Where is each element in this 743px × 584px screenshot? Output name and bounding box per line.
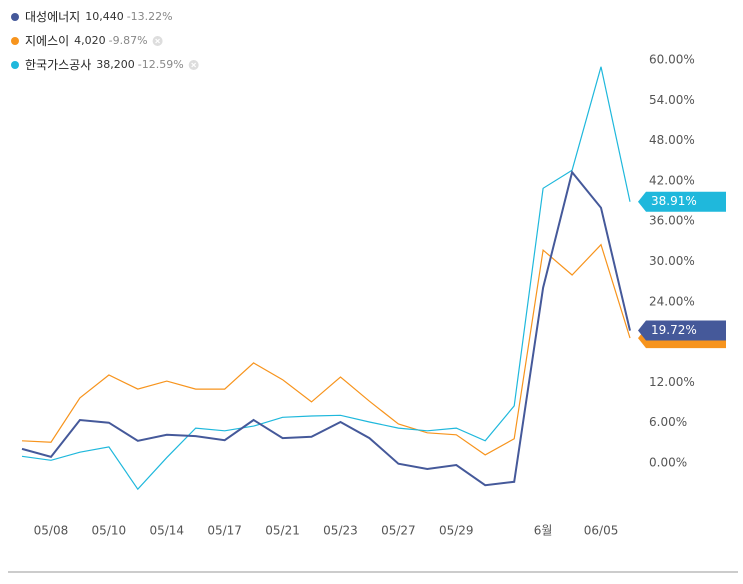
legend-name: 대성에너지 xyxy=(25,10,80,24)
y-tick-label: 42.00% xyxy=(649,173,695,187)
legend-change: -9.87% xyxy=(109,34,148,47)
x-tick-label: 05/10 xyxy=(92,524,127,538)
series-line xyxy=(21,243,631,456)
legend-entry: 지에스이 4,020 -9.87% xyxy=(25,34,148,48)
value-tag xyxy=(638,320,726,341)
legend-entry: 한국가스공사 38,200 -12.59% xyxy=(25,58,184,72)
x-tick-label: 05/23 xyxy=(323,524,358,538)
value-tag xyxy=(638,191,726,212)
legend-price: 10,440 xyxy=(85,10,124,23)
y-tick-label: 48.00% xyxy=(649,133,695,147)
y-tick-label: 12.00% xyxy=(649,375,695,389)
y-tick-label: 54.00% xyxy=(649,93,695,107)
x-tick-label: 05/14 xyxy=(149,524,184,538)
y-tick-label: 0.00% xyxy=(649,455,687,469)
x-tick-label: 05/08 xyxy=(34,524,69,538)
y-tick-label: 6.00% xyxy=(649,415,687,429)
x-tick-label: 05/21 xyxy=(265,524,300,538)
value-label: 19.72% xyxy=(651,323,697,337)
x-tick-label: 05/17 xyxy=(207,524,242,538)
x-tick-label: 05/27 xyxy=(381,524,416,538)
series-line xyxy=(21,170,631,487)
legend-price: 38,200 xyxy=(96,58,135,71)
legend-change: -13.22% xyxy=(127,10,173,23)
legend-name: 지에스이 xyxy=(25,34,69,48)
legend-price: 4,020 xyxy=(74,34,106,47)
legend-remove-x xyxy=(155,38,161,44)
x-tick-label: 05/29 xyxy=(439,524,474,538)
x-tick-label: 06/05 xyxy=(584,524,619,538)
legend-swatch xyxy=(11,37,19,45)
y-tick-label: 36.00% xyxy=(649,214,695,228)
value-label: 38.91% xyxy=(651,194,697,208)
legend-entry: 대성에너지 10,440 -13.22% xyxy=(25,10,173,24)
legend-change: -12.59% xyxy=(138,58,184,71)
legend-swatch xyxy=(11,61,19,69)
x-tick-label: 6월 xyxy=(534,524,553,538)
legend-name: 한국가스공사 xyxy=(25,58,91,72)
series-line xyxy=(21,66,631,491)
legend-swatch xyxy=(11,13,19,21)
legend-remove-x xyxy=(191,62,197,68)
y-tick-label: 24.00% xyxy=(649,294,695,308)
y-tick-label: 60.00% xyxy=(649,53,695,67)
y-tick-label: 30.00% xyxy=(649,254,695,268)
